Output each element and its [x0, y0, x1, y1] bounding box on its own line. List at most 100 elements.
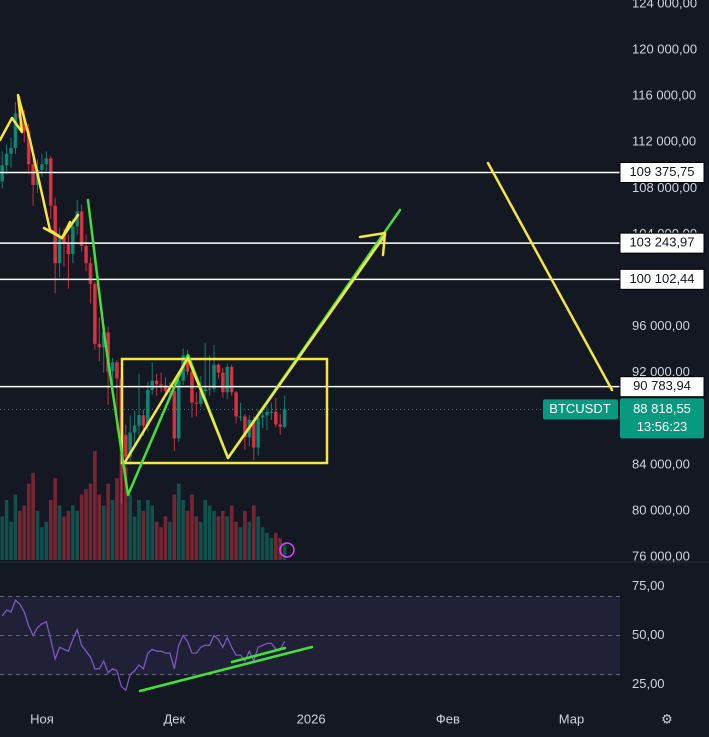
yellow-wave — [123, 233, 387, 464]
level-label-box — [619, 376, 705, 398]
volume-bar — [101, 505, 106, 560]
x-tick-label: Фев — [436, 711, 460, 726]
candle-body — [221, 372, 225, 393]
volume-bar — [190, 494, 194, 560]
volume-bar — [265, 532, 269, 560]
candle-body — [251, 419, 256, 448]
candle-body — [88, 263, 93, 284]
volume-bar — [163, 516, 168, 560]
volume-bar — [128, 494, 132, 560]
volume-bar — [40, 527, 44, 560]
level-label-box — [619, 232, 705, 254]
volume-bar — [71, 505, 75, 560]
candle-body — [212, 364, 216, 389]
volume-bar — [198, 521, 203, 560]
volume-bar — [229, 505, 234, 560]
candle-body — [146, 389, 150, 426]
volume-bar — [150, 505, 155, 560]
candle-body — [0, 165, 5, 182]
volume-bar — [172, 494, 177, 560]
volume-bar — [75, 510, 80, 560]
candle-body — [101, 332, 106, 348]
candle-body — [243, 416, 247, 438]
volume-bar — [274, 532, 278, 560]
y-tick-label: 92 000,00 — [632, 364, 690, 379]
volume-bar — [212, 510, 216, 560]
candle-body — [278, 424, 283, 427]
volume-bar — [137, 500, 141, 560]
candle-body — [9, 148, 13, 154]
volume-bar — [31, 472, 35, 560]
volume-bar — [176, 483, 181, 560]
candle-body — [238, 416, 243, 418]
volume-bar — [13, 494, 18, 560]
level-label-box — [619, 268, 705, 290]
x-tick-label: Мар — [559, 711, 584, 726]
y-tick-label: 96 000,00 — [632, 318, 690, 333]
volume-bar — [154, 521, 159, 560]
volume-bar — [141, 510, 146, 560]
candle-body — [57, 235, 62, 264]
candle-body — [163, 385, 168, 392]
candle-body — [71, 226, 75, 255]
event-icon[interactable] — [279, 542, 295, 558]
green-rsi-line — [230, 646, 287, 664]
volume-bar — [247, 521, 252, 560]
yellow-arrow — [42, 220, 72, 240]
candle-body — [172, 391, 177, 439]
volume-bar — [216, 516, 221, 560]
candle-body — [269, 411, 274, 413]
volume-bar — [159, 527, 163, 560]
yellow-line — [486, 161, 614, 392]
x-tick-label: 2026 — [297, 711, 326, 726]
settings-icon[interactable]: ⚙ — [661, 711, 673, 726]
rsi-tick-label: 50,00 — [632, 627, 665, 642]
volume-bar — [282, 543, 287, 560]
volume-bar — [225, 516, 230, 560]
candle-body — [128, 432, 132, 457]
volume-bar — [115, 478, 119, 560]
price-label: 88 818,55 — [633, 401, 691, 416]
level-label: 100 102,44 — [629, 271, 694, 286]
level-label: 109 375,75 — [629, 164, 694, 179]
volume-bar — [181, 500, 185, 560]
volume-bar — [106, 483, 110, 560]
volume-bar — [203, 500, 207, 560]
candle-body — [274, 411, 278, 425]
volume-bar — [260, 527, 265, 560]
candle-body — [4, 153, 9, 166]
volume-bar — [168, 521, 172, 560]
candle-body — [260, 415, 265, 418]
volume-bar — [132, 516, 137, 560]
candle-body — [31, 164, 35, 185]
candle-body — [282, 409, 287, 427]
candle-body — [194, 402, 199, 404]
candle-body — [225, 366, 230, 393]
volume-bar — [57, 505, 62, 560]
range-box — [120, 357, 329, 465]
candle-body — [137, 415, 141, 426]
candle-body — [132, 425, 137, 433]
volume-bar — [79, 494, 84, 560]
x-tick-label: Дек — [163, 711, 185, 726]
candle-body — [97, 343, 102, 348]
y-tick-label: 108 000,00 — [632, 180, 697, 195]
volume-bar — [62, 516, 66, 560]
drawings — [0, 93, 614, 693]
candle-body — [110, 362, 115, 372]
volume-bar — [9, 521, 13, 560]
volume-bar — [0, 516, 5, 560]
level-label-box — [619, 162, 705, 184]
candle-body — [234, 392, 238, 417]
candle-body — [265, 411, 269, 416]
candle-body — [168, 391, 172, 393]
candle-body — [229, 366, 234, 393]
candle-body — [40, 164, 44, 170]
volume-bar — [66, 510, 71, 560]
volume-bar — [93, 450, 97, 560]
volume-bar — [123, 467, 128, 560]
candle-body — [176, 380, 181, 439]
symbol-box — [543, 399, 618, 420]
